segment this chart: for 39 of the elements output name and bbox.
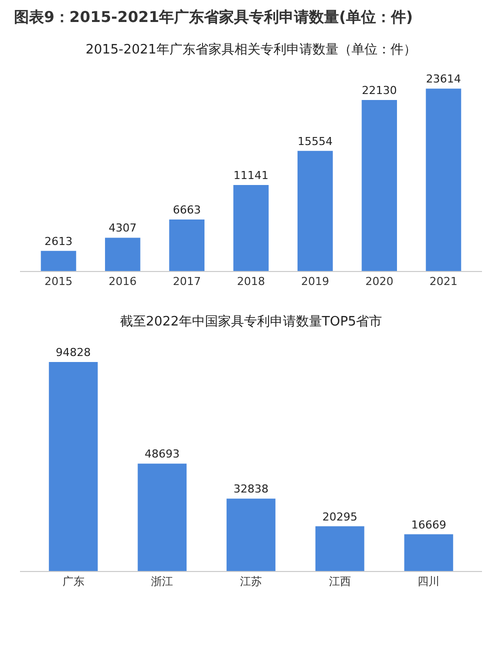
data-label: 16669 <box>411 518 446 532</box>
chart-title: 截至2022年中国家具专利申请数量TOP5省市 <box>120 314 382 330</box>
data-label: 32838 <box>234 482 268 496</box>
x-tick-label: 2021 <box>430 275 458 288</box>
x-tick-label: 江西 <box>328 575 351 588</box>
data-label: 2613 <box>44 234 72 248</box>
data-label: 4307 <box>108 222 137 235</box>
data-label: 22130 <box>362 84 397 98</box>
chart-subtitle: 2015-2021年广东省家具相关专利申请数量（单位：件） <box>86 42 416 58</box>
bar <box>315 526 364 571</box>
x-tick-label: 浙江 <box>151 575 174 588</box>
x-tick-label: 广东 <box>62 575 84 588</box>
x-tick-label: 2018 <box>237 275 265 288</box>
x-tick-label: 江苏 <box>240 575 262 588</box>
bar <box>40 250 76 271</box>
x-tick-label: 2019 <box>301 275 330 288</box>
data-label: 6663 <box>172 204 201 217</box>
chart-title: 图表9：2015-2021年广东省家具专利申请数量(单位：件) <box>13 7 414 28</box>
x-tick-label: 2015 <box>44 275 72 288</box>
bar <box>426 88 462 271</box>
data-label: 48693 <box>144 448 180 461</box>
bar <box>404 534 454 571</box>
bar <box>169 220 204 271</box>
bar <box>48 362 98 571</box>
data-label: 94828 <box>56 346 91 359</box>
bar <box>138 464 187 571</box>
x-tick-label: 2017 <box>172 275 201 288</box>
data-label: 20295 <box>322 510 358 524</box>
bar <box>105 238 140 271</box>
x-tick-label: 四川 <box>418 575 440 588</box>
bar <box>362 100 397 271</box>
x-tick-label: 2016 <box>108 275 137 288</box>
data-label: 15554 <box>298 134 333 148</box>
data-label: 23614 <box>426 72 461 86</box>
x-tick-label: 2020 <box>365 275 394 288</box>
bar <box>226 498 276 571</box>
data-label: 11141 <box>234 168 268 182</box>
bar <box>233 184 269 271</box>
bar <box>298 150 333 271</box>
